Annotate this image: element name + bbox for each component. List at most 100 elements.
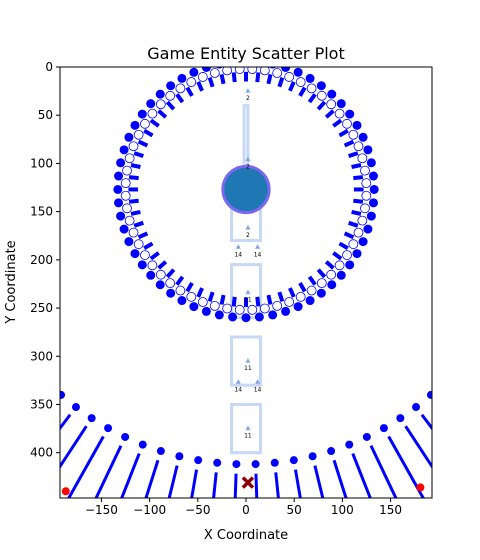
marker-triangle bbox=[235, 379, 241, 384]
x-axis-label: X Coordinate bbox=[204, 528, 288, 543]
y-axis: 0 50 100 150 200 250 300 350 400 bbox=[30, 60, 60, 460]
arc-point bbox=[345, 440, 354, 449]
ring-tick bbox=[307, 93, 317, 104]
ring-marker bbox=[284, 72, 295, 82]
arc-ray bbox=[387, 435, 425, 498]
ring-tick bbox=[231, 296, 237, 307]
ring-point bbox=[119, 224, 129, 234]
ring-point bbox=[368, 198, 378, 208]
ring-point bbox=[316, 288, 326, 298]
ring-marker bbox=[360, 165, 370, 176]
ring-tick bbox=[175, 275, 185, 286]
ring-marker bbox=[128, 141, 139, 152]
ring-tick bbox=[137, 139, 149, 148]
ring-marker bbox=[147, 108, 158, 119]
ring-marker bbox=[295, 291, 306, 302]
ring-tick bbox=[255, 72, 261, 83]
ring-point bbox=[358, 237, 368, 247]
ring-marker bbox=[295, 77, 306, 87]
arc-point bbox=[43, 378, 51, 386]
ring-marker bbox=[334, 108, 345, 119]
arc-point bbox=[71, 403, 80, 412]
ring-point bbox=[130, 120, 140, 130]
ring-point bbox=[358, 132, 368, 142]
marker-label: 2 bbox=[246, 95, 250, 102]
ring-marker bbox=[247, 304, 258, 315]
ring-marker bbox=[197, 72, 208, 82]
ring-tick bbox=[130, 209, 141, 216]
ring-marker bbox=[348, 239, 359, 250]
ring-point bbox=[336, 99, 346, 109]
ring-tick bbox=[324, 109, 335, 119]
ring-point bbox=[177, 296, 187, 306]
y-axis-label: Y Coordinate bbox=[4, 240, 19, 324]
ring-marker bbox=[353, 141, 364, 152]
marker-triangle bbox=[245, 425, 251, 431]
ring-marker bbox=[316, 90, 327, 101]
ring-point bbox=[201, 306, 211, 316]
ring-point bbox=[130, 249, 140, 259]
ring-point bbox=[114, 171, 124, 181]
ring-marker bbox=[128, 227, 139, 238]
ring-marker bbox=[334, 260, 345, 271]
arc-ray bbox=[351, 453, 372, 498]
ring-marker bbox=[259, 303, 270, 314]
ring-tick bbox=[231, 72, 237, 83]
arc-ray bbox=[233, 473, 238, 498]
ring-point bbox=[293, 67, 303, 77]
ring-point bbox=[241, 313, 251, 323]
arc-point bbox=[327, 447, 336, 456]
ring-tick bbox=[353, 198, 364, 204]
ring-tick bbox=[288, 81, 296, 92]
arc-point bbox=[308, 452, 317, 461]
ring-point bbox=[363, 224, 373, 234]
ring-point bbox=[119, 145, 129, 155]
ring-tick bbox=[149, 118, 160, 128]
ring-marker bbox=[165, 278, 176, 289]
ring-point bbox=[146, 99, 156, 109]
ring-tick bbox=[343, 139, 355, 148]
ring-marker bbox=[124, 153, 135, 164]
ring-marker bbox=[326, 99, 337, 110]
ring-marker bbox=[306, 83, 317, 94]
ring-point bbox=[146, 270, 156, 280]
arc-ray bbox=[60, 425, 88, 470]
marker-triangle bbox=[235, 244, 241, 249]
ring-marker bbox=[348, 129, 359, 140]
arc-point bbox=[60, 390, 66, 399]
x-tick-label: 150 bbox=[379, 503, 402, 517]
ring-marker bbox=[357, 153, 368, 164]
y-tick-label: 200 bbox=[30, 253, 53, 267]
ring-tick bbox=[133, 151, 144, 158]
ring-tick bbox=[133, 220, 144, 228]
ring-marker bbox=[147, 260, 158, 271]
ring-tick bbox=[351, 163, 362, 169]
ring-tick bbox=[165, 268, 176, 279]
x-tick-label: 0 bbox=[242, 503, 250, 517]
ring-tick bbox=[149, 251, 160, 261]
ring-point bbox=[228, 312, 238, 322]
arc-point bbox=[379, 424, 388, 433]
ring-point bbox=[124, 237, 134, 247]
arc-point bbox=[121, 432, 130, 441]
ring-marker bbox=[360, 203, 370, 214]
ring-marker bbox=[342, 118, 352, 129]
x-tick-label: −50 bbox=[185, 503, 210, 517]
ring-marker bbox=[357, 215, 368, 226]
ring-tick bbox=[343, 231, 355, 240]
ring-marker bbox=[124, 215, 135, 226]
ring-tick bbox=[130, 163, 141, 169]
ring-point bbox=[305, 73, 315, 83]
ring-tick bbox=[266, 73, 273, 85]
x-tick-label: 100 bbox=[331, 503, 354, 517]
ring-marker bbox=[272, 68, 283, 78]
ring-point bbox=[189, 302, 199, 312]
ring-point bbox=[214, 310, 224, 320]
ring-marker bbox=[155, 99, 166, 110]
ring-tick bbox=[128, 175, 139, 181]
x-tick-label: −100 bbox=[133, 503, 166, 517]
arc-point bbox=[251, 460, 260, 469]
ring-marker bbox=[165, 90, 176, 101]
ring-point bbox=[114, 198, 124, 208]
